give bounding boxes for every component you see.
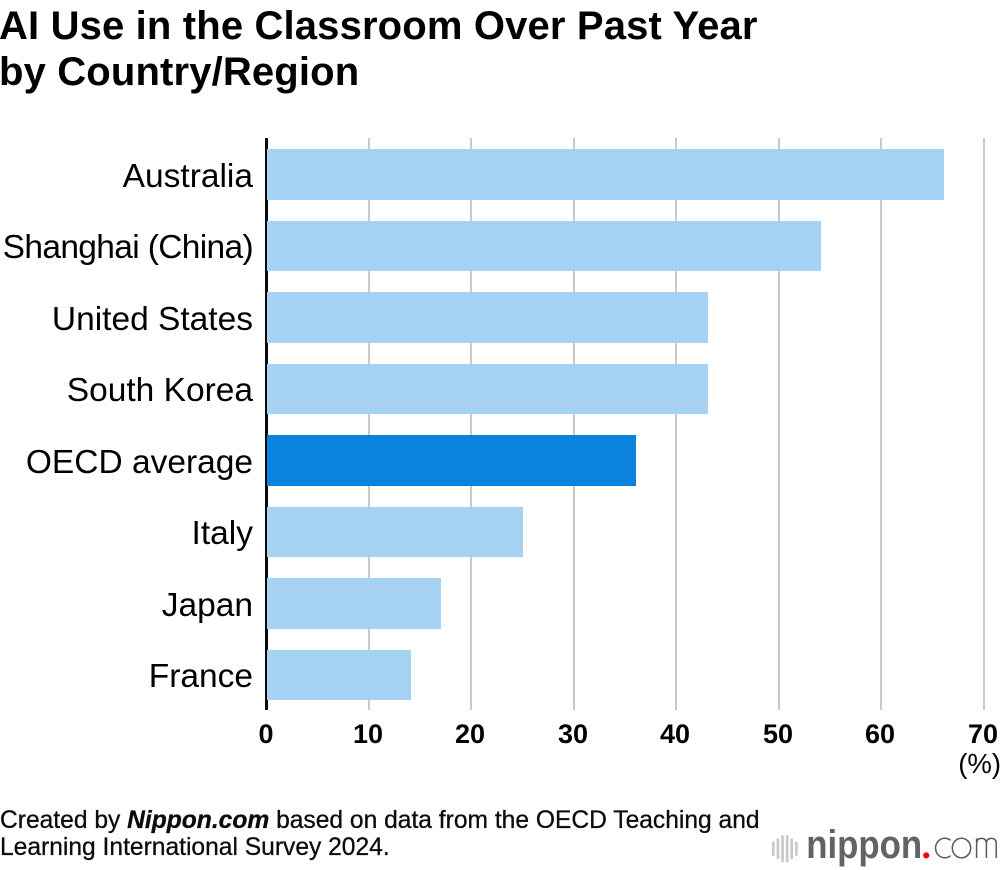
svg-text:nippon: nippon bbox=[806, 824, 922, 867]
